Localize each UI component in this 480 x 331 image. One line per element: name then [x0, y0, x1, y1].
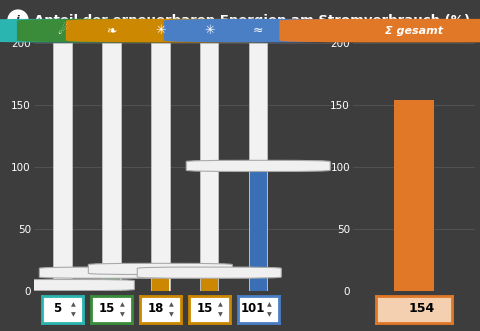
Text: ≈: ≈	[253, 24, 264, 37]
Text: 15: 15	[196, 302, 213, 315]
FancyBboxPatch shape	[0, 19, 157, 42]
Text: ✳: ✳	[155, 24, 166, 37]
Text: ▲: ▲	[72, 302, 76, 307]
Bar	[394, 100, 434, 291]
Circle shape	[8, 10, 28, 30]
Text: ☄: ☄	[57, 24, 68, 37]
Bar	[151, 43, 169, 291]
FancyBboxPatch shape	[279, 19, 480, 42]
FancyBboxPatch shape	[0, 279, 134, 291]
FancyBboxPatch shape	[115, 19, 304, 42]
Text: %: %	[0, 27, 10, 37]
Bar	[249, 43, 267, 291]
Text: 18: 18	[147, 302, 164, 315]
FancyBboxPatch shape	[164, 19, 353, 42]
Text: ▲: ▲	[169, 302, 174, 307]
Text: ▼: ▼	[218, 312, 223, 318]
Bar	[103, 273, 120, 291]
Text: ▼: ▼	[169, 312, 174, 318]
Bar	[250, 166, 266, 291]
FancyBboxPatch shape	[17, 19, 206, 42]
Text: %: %	[322, 27, 333, 37]
Bar	[53, 43, 72, 291]
Bar	[200, 43, 218, 291]
Text: ▲: ▲	[120, 302, 125, 307]
Text: ▲: ▲	[267, 302, 272, 307]
Text: ✳: ✳	[204, 24, 215, 37]
Text: ▼: ▼	[120, 312, 125, 318]
Text: 154: 154	[408, 302, 435, 315]
FancyBboxPatch shape	[66, 19, 255, 42]
Text: ▲: ▲	[218, 302, 223, 307]
FancyBboxPatch shape	[137, 267, 281, 278]
Bar	[54, 285, 71, 291]
Text: Anteil der erneuerbaren Energien am Stromverbrauch (%): Anteil der erneuerbaren Energien am Stro…	[34, 14, 470, 27]
FancyBboxPatch shape	[88, 263, 232, 274]
FancyBboxPatch shape	[39, 267, 183, 278]
Text: 5: 5	[53, 302, 61, 315]
FancyBboxPatch shape	[186, 160, 330, 171]
Text: ▼: ▼	[267, 312, 272, 318]
Bar	[201, 273, 217, 291]
Text: 15: 15	[98, 302, 115, 315]
Text: Σ gesamt: Σ gesamt	[385, 25, 443, 36]
Text: i: i	[16, 15, 20, 25]
Bar	[152, 269, 168, 291]
Text: ▼: ▼	[72, 312, 76, 318]
Bar	[102, 43, 120, 291]
Text: ❧: ❧	[106, 24, 117, 37]
Text: 101: 101	[241, 302, 265, 315]
